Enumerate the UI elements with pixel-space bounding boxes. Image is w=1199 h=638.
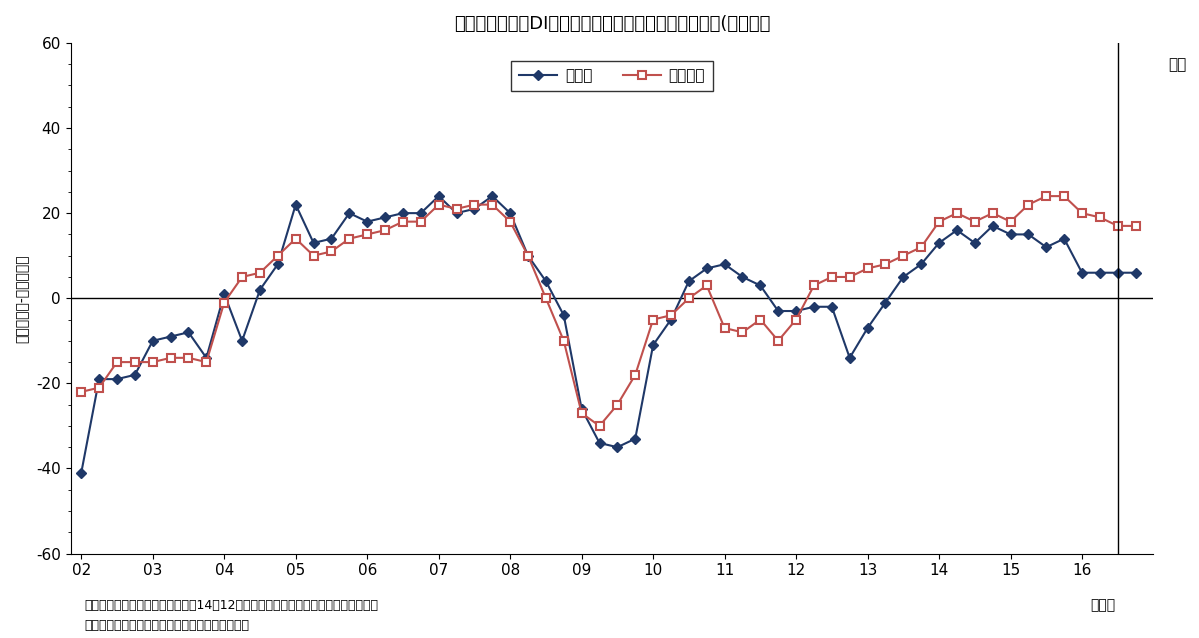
製造業 bbox=[74, 469, 89, 477]
Text: 予測: 予測 bbox=[1168, 57, 1186, 71]
製造業 bbox=[1128, 269, 1143, 276]
非製造業 bbox=[753, 316, 767, 323]
非製造業 bbox=[378, 226, 392, 234]
非製造業 bbox=[432, 201, 446, 209]
非製造業 bbox=[74, 388, 89, 396]
Title: 足元の業況判断DIは製造業で横ばい、非製造業で悪化(大企業）: 足元の業況判断DIは製造業で横ばい、非製造業で悪化(大企業） bbox=[454, 15, 770, 33]
製造業 bbox=[753, 281, 767, 289]
非製造業 bbox=[592, 422, 607, 430]
製造業 bbox=[450, 209, 464, 217]
Text: （資料）日本銀行「全国企業短期経済観測調査」: （資料）日本銀行「全国企業短期経済観測調査」 bbox=[84, 619, 249, 632]
Text: （年）: （年） bbox=[1090, 598, 1115, 612]
非製造業 bbox=[342, 235, 356, 242]
Y-axis label: （「良い」-「悪い」）: （「良い」-「悪い」） bbox=[16, 254, 29, 343]
Text: （注）シャドーは景気後退期間、14年12月調査以降は調査対象見直し後の新ベース: （注）シャドーは景気後退期間、14年12月調査以降は調査対象見直し後の新ベース bbox=[84, 600, 378, 612]
製造業 bbox=[342, 209, 356, 217]
非製造業 bbox=[253, 269, 267, 276]
Line: 非製造業: 非製造業 bbox=[77, 192, 1140, 430]
製造業 bbox=[432, 192, 446, 200]
Line: 製造業: 製造業 bbox=[78, 193, 1139, 476]
製造業 bbox=[414, 209, 428, 217]
非製造業 bbox=[1128, 222, 1143, 230]
製造業 bbox=[378, 214, 392, 221]
非製造業 bbox=[414, 218, 428, 225]
製造業 bbox=[253, 286, 267, 293]
Legend: 製造業, 非製造業: 製造業, 非製造業 bbox=[511, 61, 712, 91]
非製造業 bbox=[1040, 192, 1054, 200]
